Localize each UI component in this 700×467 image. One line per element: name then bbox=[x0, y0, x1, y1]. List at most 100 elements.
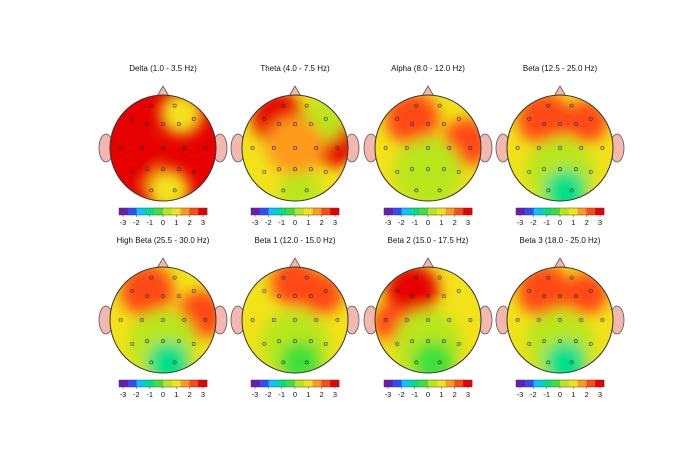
colorbar-segment bbox=[595, 208, 605, 215]
electrode-marker bbox=[558, 339, 562, 344]
colorbar-tick-label: -1 bbox=[278, 390, 285, 399]
colorbar-segment bbox=[198, 380, 208, 387]
electrode-marker bbox=[281, 188, 286, 193]
electrode-marker bbox=[262, 341, 267, 346]
electrode-marker bbox=[426, 146, 430, 150]
head-outline bbox=[374, 266, 482, 374]
electrode-marker bbox=[172, 275, 177, 280]
electrode-marker bbox=[468, 146, 473, 150]
electrode-marker bbox=[293, 122, 297, 127]
heat-field bbox=[242, 95, 348, 201]
colorbar-segment bbox=[524, 208, 534, 215]
scalp-map: High Beta (25.5 - 30.0 Hz) -3 -2 -1 0 1 2 3 bbox=[98, 236, 228, 399]
colorbar-segment bbox=[516, 208, 526, 215]
electrode-marker bbox=[527, 116, 532, 121]
electrode-marker bbox=[323, 169, 328, 174]
colorbar-tick-label: 0 bbox=[558, 390, 562, 399]
colorbar-tick-label: -3 bbox=[252, 218, 259, 227]
scalp-map: Beta 2 (15.0 - 17.5 Hz) -3 -2 -1 0 1 2 3 bbox=[363, 236, 493, 399]
electrode-marker bbox=[161, 146, 165, 150]
colorbar-tick-label: 1 bbox=[174, 390, 178, 399]
electrode-marker bbox=[314, 318, 319, 322]
colorbar-segment bbox=[384, 208, 394, 215]
colorbar-segment bbox=[154, 380, 164, 387]
head-outline bbox=[374, 94, 482, 202]
electrode-marker bbox=[323, 288, 328, 293]
colorbar-tick-label: -2 bbox=[265, 218, 272, 227]
electrode-marker bbox=[588, 116, 593, 121]
colorbar-tick-label: 1 bbox=[571, 218, 575, 227]
electrode-marker bbox=[191, 169, 196, 174]
scalp-map: Theta (4.0 - 7.5 Hz) -3 -2 -1 0 1 2 3 bbox=[230, 64, 360, 227]
electrode-marker bbox=[542, 339, 547, 344]
scalp-map: Beta (12.5 - 25.0 Hz) -3 -2 -1 0 1 2 3 bbox=[495, 64, 625, 227]
colorbar-segment bbox=[303, 208, 313, 215]
electrode-marker bbox=[414, 188, 419, 193]
colorbar-segment bbox=[560, 380, 570, 387]
electrode-marker bbox=[546, 103, 551, 108]
electrode-marker bbox=[426, 294, 430, 299]
heat-blob-occipital bbox=[544, 341, 587, 373]
colorbar-segment bbox=[312, 208, 322, 215]
electrode-marker bbox=[191, 288, 196, 293]
heat-blob-occipital bbox=[279, 169, 322, 201]
colorbar-segment bbox=[145, 208, 155, 215]
electrode-marker bbox=[468, 318, 473, 322]
colorbar-tick-label: 1 bbox=[306, 218, 310, 227]
electrode-marker bbox=[515, 146, 520, 150]
colorbar-segment bbox=[595, 380, 605, 387]
electrode-marker bbox=[395, 169, 400, 174]
electrode-marker bbox=[250, 146, 255, 150]
electrode-marker bbox=[250, 318, 255, 322]
colorbar-tick-label: -1 bbox=[411, 390, 418, 399]
colorbar-segment bbox=[568, 380, 578, 387]
electrode-marker bbox=[426, 318, 430, 322]
head-outline bbox=[109, 94, 217, 202]
electrode-marker bbox=[579, 146, 584, 150]
heat-field bbox=[242, 267, 348, 373]
electrode-marker bbox=[145, 167, 150, 172]
colorbar-tick-label: 0 bbox=[293, 390, 297, 399]
heat-blob-left-frontal bbox=[120, 267, 174, 318]
electrode-marker bbox=[161, 339, 165, 344]
electrode-marker bbox=[441, 122, 446, 127]
colorbar-segment bbox=[428, 380, 438, 387]
colorbar-segment bbox=[189, 380, 199, 387]
colorbar-segment bbox=[445, 208, 455, 215]
colorbar-tick-label: 2 bbox=[585, 218, 589, 227]
electrode-marker bbox=[304, 275, 309, 280]
electrode-marker bbox=[447, 146, 452, 150]
electrode-marker bbox=[277, 122, 282, 127]
electrode-marker bbox=[271, 146, 276, 150]
colorbar-segment bbox=[419, 208, 429, 215]
colorbar-tick-label: -1 bbox=[543, 390, 550, 399]
colorbar-segment bbox=[286, 380, 296, 387]
electrode-marker bbox=[414, 103, 419, 108]
colorbar-tick-label: 2 bbox=[320, 218, 324, 227]
electrode-marker bbox=[395, 341, 400, 346]
colorbar-tick-label: -1 bbox=[411, 218, 418, 227]
electrode-marker bbox=[383, 318, 388, 322]
heat-blob-right-frontal bbox=[565, 272, 608, 315]
colorbar-segment bbox=[445, 380, 455, 387]
electrode-marker bbox=[588, 288, 593, 293]
colorbar-segment bbox=[436, 208, 446, 215]
electrode-marker bbox=[176, 167, 181, 172]
heat-blob-occipital bbox=[147, 341, 190, 373]
colorbar-tick-label: -2 bbox=[398, 218, 405, 227]
colorbar-segment bbox=[277, 380, 287, 387]
electrode-marker bbox=[191, 116, 196, 121]
electrode-marker bbox=[262, 169, 267, 174]
electrode-marker bbox=[437, 188, 442, 193]
colorbar-segment bbox=[586, 208, 596, 215]
electrode-marker bbox=[426, 167, 430, 172]
colorbar-tick-label: 3 bbox=[333, 218, 337, 227]
electrode-marker bbox=[130, 341, 135, 346]
electrode-marker bbox=[558, 146, 562, 150]
heat-blob-occipital bbox=[279, 341, 322, 373]
colorbar-tick-label: 1 bbox=[174, 218, 178, 227]
colorbar-tick-label: -1 bbox=[278, 218, 285, 227]
colorbar-tick-label: -3 bbox=[252, 390, 259, 399]
electrode-marker bbox=[558, 318, 562, 322]
electrode-marker bbox=[335, 146, 340, 150]
